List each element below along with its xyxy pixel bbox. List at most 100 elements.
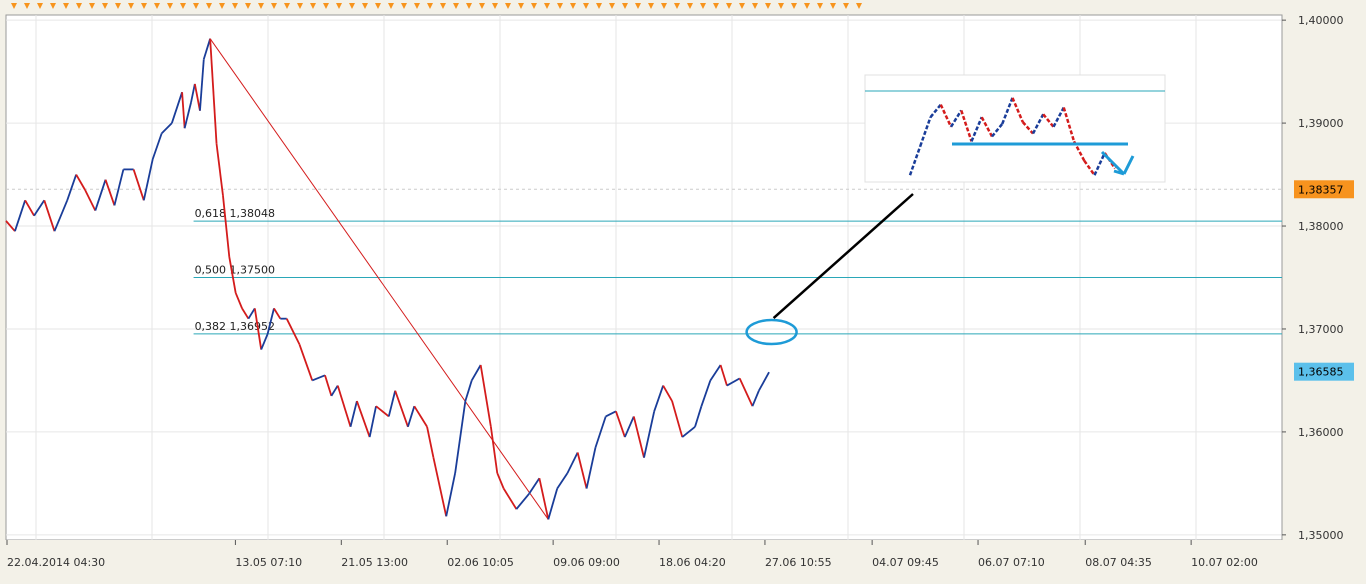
x-tick-label: 13.05 07:10 — [235, 556, 302, 569]
price-segment — [432, 457, 448, 517]
session-marker — [648, 3, 654, 9]
session-marker — [245, 3, 251, 9]
session-marker — [453, 3, 459, 9]
session-marker — [128, 3, 134, 9]
y-tick-label: 1,39000 — [1298, 117, 1344, 130]
price-segment — [183, 102, 192, 129]
price-segment — [142, 158, 154, 201]
price-segment — [413, 405, 428, 428]
price-tag — [1294, 180, 1354, 199]
highlight-ellipse — [745, 318, 798, 346]
price-segment — [709, 364, 722, 381]
inset-price-segment — [908, 145, 922, 176]
session-marker — [362, 3, 368, 9]
inset-price-segment — [1093, 152, 1106, 176]
x-tick-label: 02.06 10:05 — [447, 556, 514, 569]
price-segment — [241, 307, 250, 320]
price-segment — [470, 364, 482, 381]
fibonacci-levels: 0,618 1,38048 0,500 1,37500 0,382 1,36952 — [193, 207, 1282, 335]
price-segment — [694, 405, 703, 428]
price-segment — [84, 189, 97, 211]
price-segment — [228, 256, 237, 294]
price-segment — [66, 174, 78, 201]
price-segment — [738, 378, 754, 407]
price-segment — [5, 220, 16, 232]
price-segment — [726, 377, 741, 387]
inset-price-segment — [970, 116, 983, 142]
price-segment — [330, 385, 339, 397]
price-segment — [489, 426, 499, 474]
session-marker — [375, 3, 381, 9]
session-marker — [323, 3, 329, 9]
y-tick-label: 1,40000 — [1298, 14, 1344, 27]
price-segment — [132, 169, 145, 201]
inset-price-segment — [1052, 106, 1065, 128]
price-segment — [202, 38, 212, 60]
session-marker — [388, 3, 394, 9]
session-marker — [531, 3, 537, 9]
session-marker — [24, 3, 30, 9]
session-marker — [414, 3, 420, 9]
session-marker — [336, 3, 342, 9]
y-tick-label: 1,35000 — [1298, 529, 1344, 542]
session-marker — [726, 3, 732, 9]
price-segment — [368, 405, 377, 438]
session-marker — [232, 3, 238, 9]
session-marker — [271, 3, 277, 9]
session-marker — [63, 3, 69, 9]
session-marker — [583, 3, 589, 9]
price-segment — [75, 174, 86, 191]
price-segment — [260, 333, 269, 350]
price-segment — [181, 92, 186, 129]
price-segment — [615, 411, 626, 438]
session-marker — [830, 3, 836, 9]
session-marker — [401, 3, 407, 9]
session-marker — [11, 3, 17, 9]
price-segment — [681, 426, 696, 438]
inset-price-segment — [929, 103, 942, 118]
price-segment — [190, 83, 196, 103]
price-segment — [33, 199, 46, 217]
x-tick-label: 06.07 07:10 — [978, 556, 1045, 569]
price-segment — [14, 200, 26, 232]
price-segment — [719, 364, 728, 386]
session-marker — [466, 3, 472, 9]
price-segment — [576, 452, 588, 489]
session-marker — [518, 3, 524, 9]
session-marker — [505, 3, 511, 9]
session-markers — [11, 3, 862, 9]
price-series — [5, 38, 770, 520]
price-segment — [758, 371, 770, 392]
price-segment — [751, 390, 760, 407]
price-segment — [547, 488, 559, 520]
price-segment — [585, 447, 597, 489]
inset-price-segment — [949, 109, 963, 128]
price-segment — [502, 488, 518, 510]
price-segment — [285, 318, 301, 345]
session-marker — [492, 3, 498, 9]
session-marker — [258, 3, 264, 9]
session-marker — [544, 3, 550, 9]
price-segment — [375, 405, 390, 418]
inset-price-segment — [1083, 159, 1096, 176]
session-marker — [570, 3, 576, 9]
price-segment — [662, 385, 673, 402]
price-segment — [349, 400, 358, 427]
price-segment — [426, 426, 435, 458]
session-marker — [674, 3, 680, 9]
price-segment — [594, 416, 607, 448]
price-tag-label: 1,36585 — [1298, 366, 1344, 379]
price-tag-label: 1,38357 — [1298, 183, 1344, 196]
session-marker — [310, 3, 316, 9]
x-tick-label: 22.04.2014 04:30 — [7, 556, 105, 569]
session-marker — [843, 3, 849, 9]
session-marker — [89, 3, 95, 9]
session-marker — [765, 3, 771, 9]
session-marker — [856, 3, 862, 9]
session-marker — [50, 3, 56, 9]
session-marker — [804, 3, 810, 9]
inset-price-segment — [919, 116, 932, 147]
session-marker — [635, 3, 641, 9]
y-axis-panel — [1282, 15, 1366, 540]
